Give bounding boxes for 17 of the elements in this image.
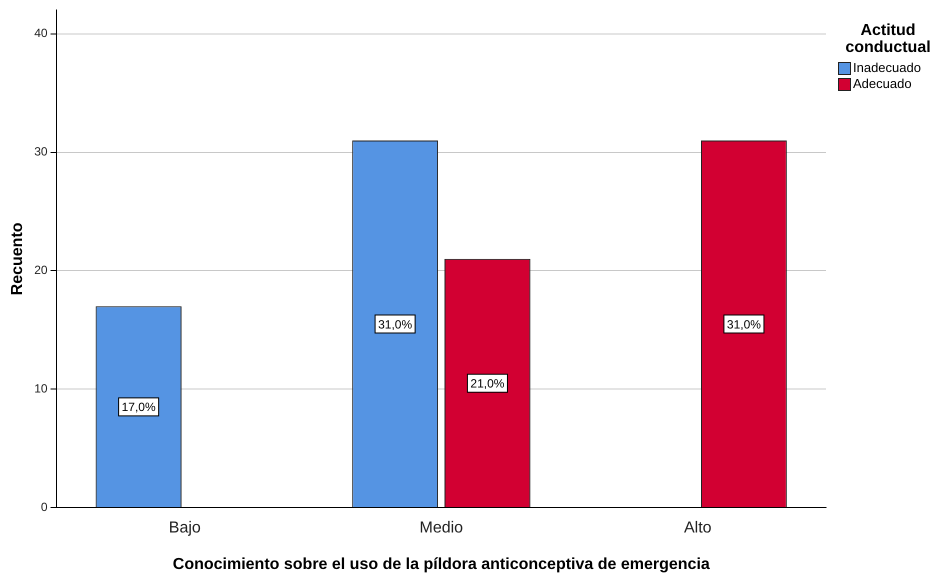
y-tick-label: 40 (34, 26, 48, 40)
data-label: 31,0% (726, 317, 762, 332)
y-tick-label: 30 (34, 144, 48, 159)
data-label: 21,0% (470, 376, 505, 391)
y-tick-label: 0 (40, 500, 48, 514)
legend-label: Inadecuado (853, 60, 921, 76)
x-tick-label: Medio (419, 520, 464, 537)
data-label: 31,0% (378, 317, 412, 332)
y-axis-title: Recuento (9, 222, 26, 296)
y-tick-label: 20 (34, 263, 48, 278)
data-label: 17,0% (122, 400, 156, 414)
x-axis-title: Conocimiento sobre el uso de la píldora anticonceptiva de emergencia (172, 556, 710, 573)
legend-title: Actitud conductual (844, 22, 932, 56)
legend-label: Adecuado (853, 76, 912, 92)
y-tick-label: 10 (34, 381, 48, 396)
x-tick-label: Bajo (168, 520, 201, 537)
x-tick-label: Alto (684, 520, 712, 537)
